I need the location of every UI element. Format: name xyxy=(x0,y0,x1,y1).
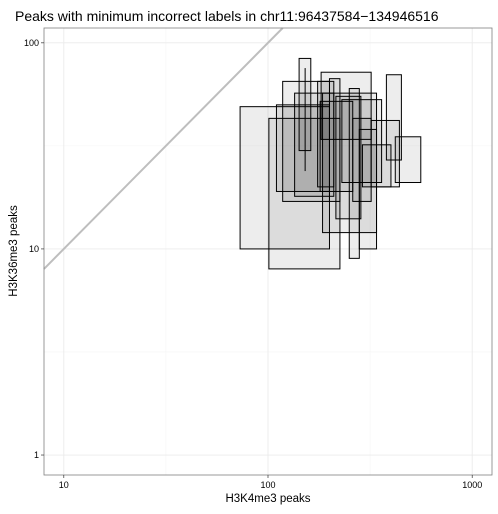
x-tick-label: 100 xyxy=(260,480,275,490)
y-tick-label: 10 xyxy=(29,244,39,254)
x-tick-label: 1000 xyxy=(462,480,482,490)
peak-rect-20 xyxy=(394,136,422,184)
peak-rect-8 xyxy=(319,100,354,192)
rect-marks xyxy=(239,57,422,270)
identity-reference-line xyxy=(43,27,284,270)
y-axis-ticks: 1 10 100 xyxy=(24,38,44,460)
x-tick-label: 10 xyxy=(59,480,69,490)
y-tick-label: 100 xyxy=(24,38,39,48)
peak-rect-18 xyxy=(370,119,400,188)
peak-rect-16 xyxy=(358,128,378,250)
chart-title: Peaks with minimum incorrect labels in c… xyxy=(15,8,439,24)
peak-rect-13 xyxy=(341,99,383,184)
peak-rect-19 xyxy=(385,74,402,161)
peak-rect-12 xyxy=(335,95,362,220)
y-axis-label: H3K36me3 peaks xyxy=(8,205,20,297)
peak-rect-11 xyxy=(328,78,341,202)
x-axis-label: H3K4me3 peaks xyxy=(225,493,310,505)
x-axis-ticks: 10 100 1000 xyxy=(59,475,482,490)
plot-area xyxy=(43,27,493,476)
y-tick-label: 1 xyxy=(34,450,39,460)
